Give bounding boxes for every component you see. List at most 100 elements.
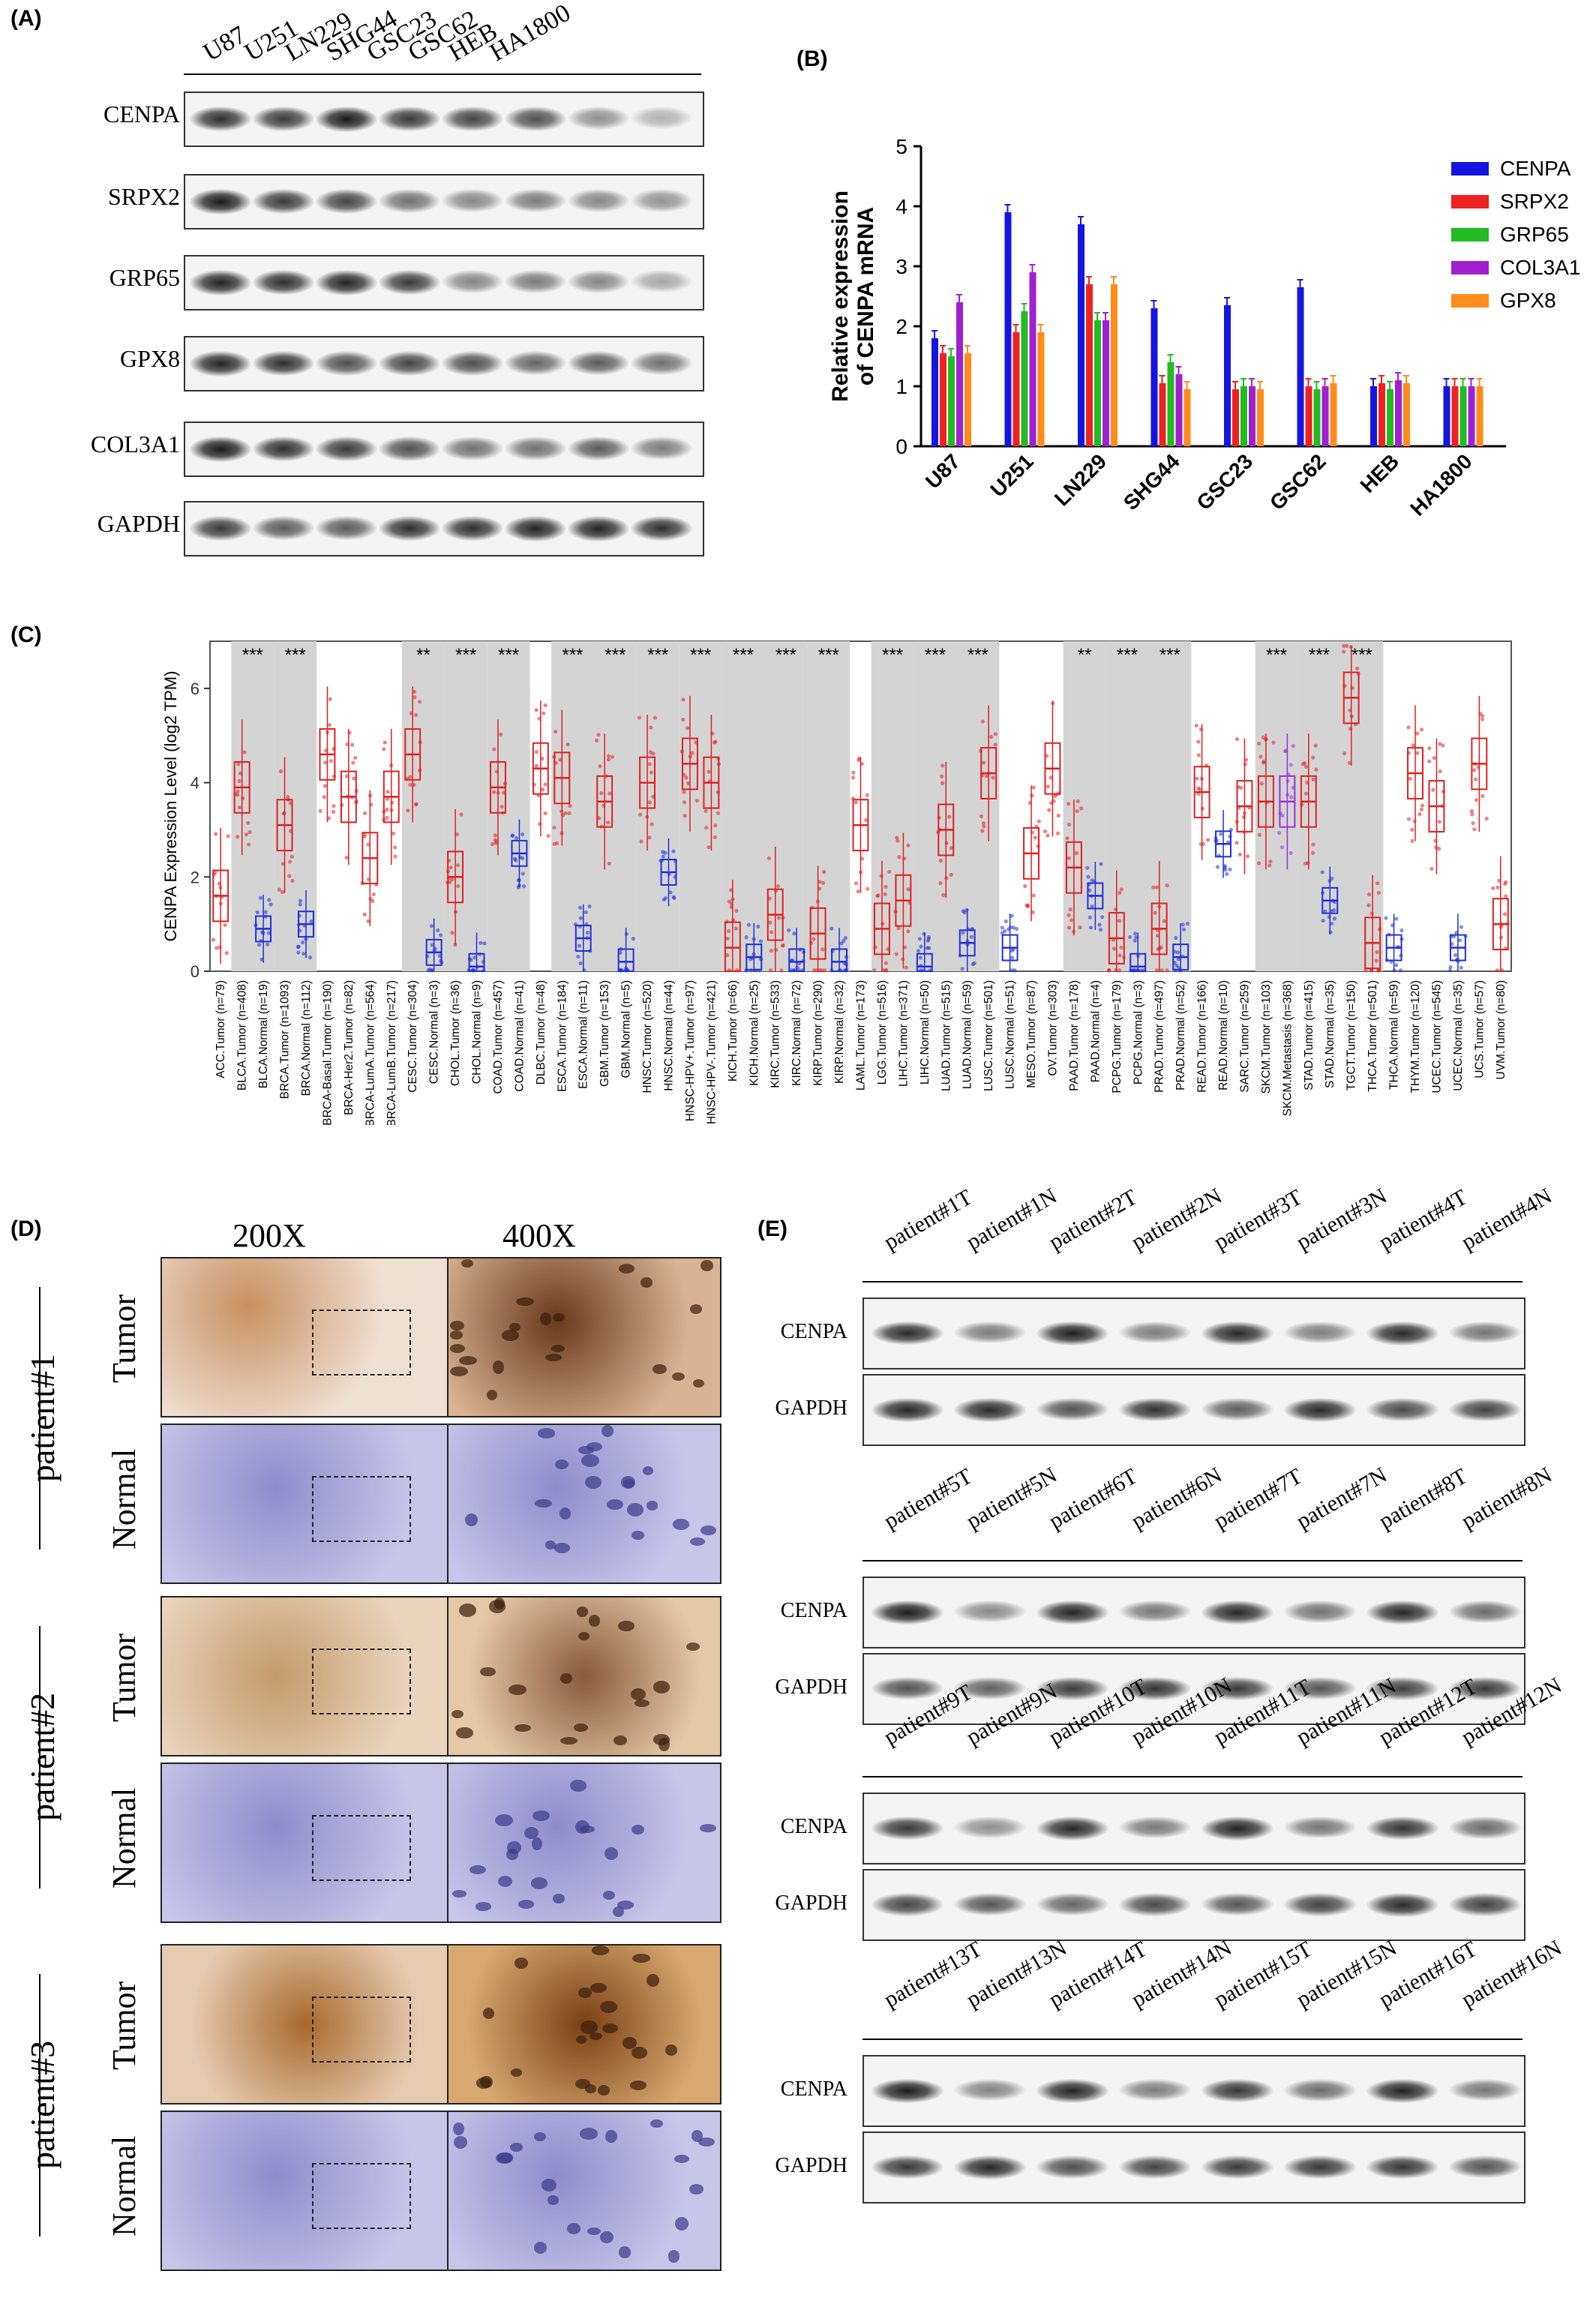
protein-band — [1449, 1398, 1521, 1421]
data-point — [266, 942, 270, 946]
data-point — [1090, 878, 1094, 883]
data-point — [236, 762, 241, 766]
data-point — [822, 968, 827, 973]
data-point — [1257, 832, 1262, 837]
data-point — [1342, 644, 1346, 648]
protein-band — [872, 2156, 944, 2180]
data-point — [1457, 938, 1462, 943]
data-point — [1430, 866, 1434, 872]
bar — [1313, 389, 1321, 446]
protein-band — [442, 270, 503, 293]
bar — [1175, 374, 1183, 446]
zoom-inset — [312, 1476, 411, 1542]
x-tick-label: BLCA.Tumor (n=408) — [236, 980, 249, 1090]
data-point — [944, 841, 949, 845]
data-point — [1076, 799, 1080, 804]
data-point — [238, 771, 243, 776]
x-tick-label: COAD.Normal (n=41) — [513, 980, 526, 1092]
patient-divider — [39, 1287, 40, 1550]
pair-shade — [487, 641, 530, 971]
blot-strip — [862, 2132, 1526, 2204]
data-point — [436, 928, 440, 932]
data-point — [1262, 759, 1266, 764]
x-tick-label: SARC.Tumor (n=259) — [1238, 980, 1251, 1093]
data-point — [843, 936, 848, 940]
data-point — [904, 965, 908, 970]
cell-nucleus — [646, 1501, 658, 1510]
data-point — [1175, 950, 1180, 955]
protein-band — [1036, 1816, 1108, 1840]
data-point — [382, 747, 386, 752]
lane-label: patient#7T — [1210, 1463, 1307, 1534]
data-point — [248, 830, 252, 835]
protein-band — [1202, 1398, 1274, 1421]
data-point — [1374, 958, 1378, 963]
x-tick-label: UCEC.Normal (n=35) — [1452, 980, 1465, 1091]
data-point — [1394, 963, 1399, 968]
data-point — [596, 733, 601, 737]
data-point — [1347, 760, 1352, 765]
cell-nucleus — [634, 1700, 650, 1708]
protein-band — [190, 189, 251, 214]
data-point — [290, 854, 294, 859]
protein-band — [190, 351, 251, 376]
protein-band — [568, 516, 629, 542]
data-point — [226, 834, 230, 838]
protein-band — [253, 436, 314, 462]
data-point — [1504, 894, 1508, 898]
data-point — [872, 968, 877, 973]
x-tick-label: KICH.Normal (n=25) — [748, 980, 760, 1086]
data-point — [864, 818, 868, 823]
ihc-image-200x — [160, 2110, 450, 2271]
protein-band — [379, 189, 440, 213]
data-point — [1304, 764, 1309, 769]
ihc-image-200x — [160, 1944, 450, 2104]
protein-band — [872, 1816, 944, 1840]
cell-nucleus — [476, 2078, 491, 2089]
data-point — [884, 961, 888, 965]
panel-c-letter: (C) — [10, 622, 42, 647]
blot-strip — [184, 336, 704, 392]
data-point — [1311, 755, 1316, 760]
panel-c-box-plot: 0 2 4 6 CENPA Expression Level (log2 TPM) ACC… — [161, 640, 1512, 1125]
data-point — [969, 934, 974, 939]
x-tick-label: U251 — [986, 449, 1037, 501]
cell-nucleus — [632, 1953, 650, 1963]
data-point — [224, 951, 229, 956]
data-point — [850, 776, 856, 780]
data-point — [822, 869, 826, 874]
data-point — [236, 835, 240, 839]
pair-shade — [1063, 641, 1106, 971]
data-point — [769, 949, 773, 953]
cell-nucleus — [534, 1498, 553, 1508]
protein-band — [1036, 1893, 1108, 1916]
data-point — [1498, 935, 1504, 940]
pair-shade — [401, 641, 445, 971]
data-point — [647, 762, 652, 766]
protein-label: GAPDH — [775, 2154, 848, 2177]
data-point — [1323, 909, 1328, 914]
data-point — [1133, 932, 1138, 936]
cell-nucleus — [530, 1877, 548, 1889]
cell-nucleus — [459, 1355, 478, 1366]
bar — [1378, 383, 1385, 446]
ihc-image-200x — [160, 1257, 450, 1418]
data-point — [1165, 968, 1169, 973]
protein-band — [505, 516, 566, 542]
data-point — [1476, 765, 1480, 770]
data-point — [280, 890, 285, 894]
data-point — [552, 825, 556, 830]
data-point — [1288, 763, 1293, 767]
data-point — [1259, 782, 1264, 786]
data-point — [1046, 833, 1050, 838]
cell-nucleus — [606, 1499, 623, 1510]
data-point — [938, 859, 944, 863]
data-point — [1066, 822, 1071, 827]
bar — [1387, 389, 1394, 446]
data-point — [639, 839, 644, 844]
protein-band — [1366, 2079, 1438, 2103]
bar — [1297, 287, 1304, 446]
data-point — [1257, 861, 1262, 866]
data-point — [490, 842, 494, 847]
x-tick-label: GSC23 — [1192, 449, 1257, 514]
